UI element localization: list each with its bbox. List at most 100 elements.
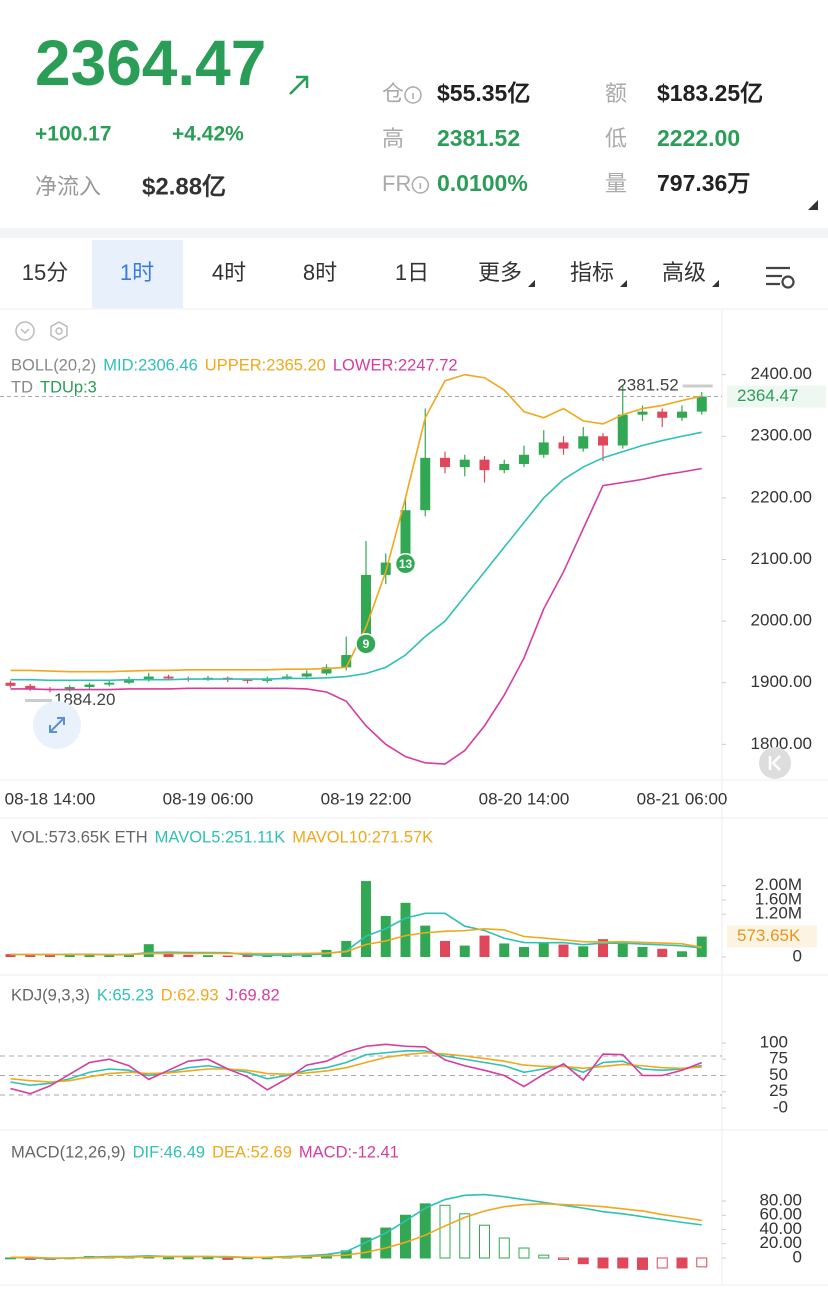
tab[interactable]: 15分 [22,260,68,285]
td-count: 13 [399,557,413,571]
divider [0,228,828,238]
volume-bar [104,955,115,957]
tabs: 15分 1时 4时 8时 1日 更多 指标 高级 [22,260,719,287]
legend-item: MACD(12,26,9) [11,1143,126,1161]
legend-item: DEA:52.69 [212,1143,292,1161]
volume-bar [124,954,134,957]
legend-item: MACD:-12.41 [299,1143,399,1161]
legend-item: MID:2306.46 [103,356,197,374]
dropdown-caret [712,280,719,287]
y-tick-label: -0 [773,1097,788,1116]
legend-item: LOWER:2247.72 [333,356,458,374]
tab[interactable]: 1时 [120,260,154,285]
macd-bar [498,1237,510,1259]
macd-bar [518,1247,530,1259]
x-tick-label: 08-21 06:00 [637,789,728,808]
candle-body [657,411,668,418]
macd-bar [400,1214,411,1259]
volume-bar [400,902,411,957]
volume-bar [203,955,213,957]
volume-bar [380,916,391,957]
volume-bar [499,943,510,957]
legend-item: K:65.23 [97,986,154,1004]
candle-body [84,684,95,688]
candle-body [637,411,648,415]
chart-settings-dot [55,327,63,335]
volume-bar [578,946,589,957]
volume-bar [262,955,273,957]
candle-body [25,685,36,689]
macd-bar [459,1213,471,1259]
y-tick-label: 80.00 [759,1190,802,1209]
stat-value: $183.25亿 [657,80,763,106]
candle-body [696,396,707,412]
tab[interactable]: 1日 [395,260,429,285]
volume-tag-label: 573.65K [737,926,801,945]
stat-value: 2222.00 [657,125,740,151]
plots: BOLL(20,2) MID:2306.46 UPPER:2365.20 LOWER:… [0,356,826,1270]
y-tick-label: 75 [769,1049,788,1068]
stat-label: 低 [605,126,627,151]
y-tick-label: 50 [769,1065,788,1084]
tab[interactable]: 高级 [662,260,706,285]
candle-body [321,667,332,674]
chart-settings-icon[interactable] [50,321,68,341]
fullscreen-glyph [49,717,65,733]
stat-label: 仓 [382,81,404,106]
tab[interactable]: 更多 [478,260,522,285]
inflow: $2.88亿 [142,173,226,200]
volume-bar [617,943,628,957]
td-marker [355,633,377,655]
macd-bar [696,1257,708,1268]
x-tick-label: 08-20 14:00 [479,789,570,808]
volume-bar [420,925,431,957]
candle-body [459,459,470,468]
y-tick-label: 0 [793,1247,802,1266]
legend-item: TDUp:3 [40,378,97,396]
candle-body [479,459,490,471]
candle-body [282,676,292,679]
volume-bar [637,947,648,957]
macd-bar [617,1257,629,1269]
candle-body [400,510,411,563]
stat-label: FR [382,171,411,196]
macd-bar [577,1257,589,1265]
y-tick-label: 1.20M [755,904,802,923]
y-tick-label: 60.00 [759,1205,802,1224]
tab[interactable]: 8时 [303,260,337,285]
volume-bar [341,940,352,957]
legend-item: UPPER:2365.20 [205,356,326,374]
volume-bar [598,939,608,957]
last-price: 2364.47 [737,386,798,405]
macd-bar [538,1254,550,1259]
info-icon[interactable] [411,176,430,194]
macd-bar [479,1224,490,1259]
settings-icon[interactable] [766,266,795,289]
info-icon[interactable] [404,86,422,104]
stat-label: 量 [605,171,627,196]
y-tick-label: 100 [760,1032,788,1051]
y-tick-label: 40.00 [759,1219,802,1238]
volume-bar [25,954,36,957]
expand-corner[interactable] [808,200,818,210]
candle-body [104,682,115,685]
candle-body [538,442,549,455]
macd-bar [360,1237,372,1259]
inflow-label: 净流入 [35,174,101,199]
fullscreen-button[interactable] [33,701,81,749]
tab[interactable]: 指标 [570,260,614,285]
tab[interactable]: 4时 [212,260,246,285]
candle-body [677,411,687,418]
volume-bar [143,944,154,957]
macd-bar [656,1257,668,1269]
collapse-icon[interactable] [15,321,35,341]
series-line [10,1043,703,1095]
y-tick-label: 25 [769,1081,788,1100]
trend-arrow [289,75,309,95]
volume-bar [361,881,371,957]
icon-lines [766,266,790,286]
legend-item: DIF:46.49 [133,1143,205,1161]
y-tick-label: 20.00 [759,1233,802,1252]
jump-latest-button[interactable] [759,747,791,779]
